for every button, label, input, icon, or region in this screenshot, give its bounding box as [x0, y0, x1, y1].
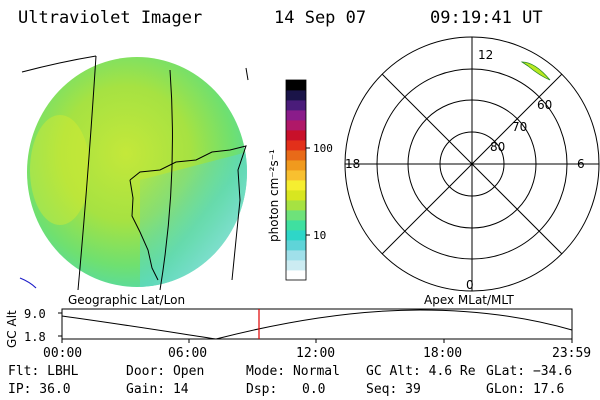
- geographic-map: [19, 55, 249, 291]
- colorbar-swatch: [286, 120, 306, 131]
- polar-auroral-patch: [520, 61, 551, 81]
- status-panel: Flt: LBHL Door: Open Mode: Normal GC Alt…: [0, 362, 600, 400]
- glon-status: GLon: 17.6: [486, 382, 565, 397]
- mlt-label-12: 12: [478, 48, 493, 62]
- terminator-line: [19, 277, 37, 289]
- colorbar-swatch: [286, 190, 306, 201]
- longitude-line-east: [159, 69, 173, 291]
- dsp-value: 0.0: [302, 382, 326, 397]
- seq-status: Seq: 39: [366, 382, 421, 397]
- mlat-label-70: 70: [512, 120, 527, 134]
- xtick-label-2359: 23:59: [552, 346, 591, 361]
- filter-status: Flt: LBHL: [8, 364, 79, 379]
- timeline-ylabel: GC Alt: [5, 310, 19, 348]
- time-label: 09:19:41 UT: [430, 8, 543, 28]
- colorbar: 100 10 photon cm⁻²s⁻¹: [267, 79, 333, 281]
- edge-line: [245, 67, 249, 81]
- colorbar-label-10: 10: [313, 229, 326, 242]
- colorbar-swatch: [286, 160, 306, 171]
- xtick-label-06: 06:00: [168, 346, 207, 361]
- colorbar-swatch: [286, 200, 306, 211]
- coastline-south: [129, 179, 159, 281]
- colorbar-swatch: [286, 240, 306, 251]
- latitude-line: [21, 55, 97, 73]
- colorbar-swatch: [286, 110, 306, 121]
- polar-diagonal-2: [381, 73, 563, 255]
- colorbar-swatch: [286, 180, 306, 191]
- door-status: Door: Open: [126, 364, 205, 379]
- bright-patch: [30, 115, 90, 225]
- instrument-title: Ultraviolet Imager: [18, 8, 203, 28]
- xtick-label-12: 12:00: [296, 346, 335, 361]
- altitude-curve: [61, 309, 573, 340]
- apex-caption: Apex MLat/MLT: [424, 293, 514, 307]
- xtick-label-18: 18:00: [423, 346, 462, 361]
- dsp-label: Dsp:: [246, 382, 278, 397]
- colorbar-swatch: [286, 80, 306, 91]
- gc-alt-status: GC Alt: 4.6 Re: [366, 364, 476, 379]
- polar-plot: [344, 36, 600, 292]
- colorbar-swatch: [286, 130, 306, 141]
- mlat-label-60: 60: [537, 98, 552, 112]
- coastline: [129, 145, 247, 281]
- mlt-label-18: 18: [345, 157, 360, 171]
- ip-status: IP: 36.0: [8, 382, 71, 397]
- mlt-label-0: 0: [466, 278, 474, 292]
- colorbar-swatch: [286, 230, 306, 241]
- colorbar-swatch: [286, 100, 306, 111]
- date-label: 14 Sep 07: [274, 8, 367, 28]
- colorbar-swatch: [286, 140, 306, 151]
- colorbar-swatch: [286, 210, 306, 221]
- colorbar-swatch: [286, 220, 306, 231]
- colorbar-swatches: [286, 80, 306, 281]
- colorbar-swatch: [286, 170, 306, 181]
- colorbar-swatch: [286, 270, 306, 281]
- colorbar-unit-label: photon cm⁻²s⁻¹: [267, 149, 281, 242]
- ytick-label-1-8: 1.8: [24, 330, 46, 344]
- timeline-frame: [61, 308, 573, 340]
- mode-status: Mode: Normal: [246, 364, 340, 379]
- ytick-label-9: 9.0: [24, 307, 46, 321]
- colorbar-swatch: [286, 250, 306, 261]
- glat-status: GLat: −34.6: [486, 364, 573, 379]
- colorbar-swatch: [286, 260, 306, 271]
- geographic-caption: Geographic Lat/Lon: [68, 293, 185, 307]
- altitude-timeline: [58, 308, 573, 343]
- colorbar-frame: [285, 79, 307, 281]
- colorbar-swatch: [286, 150, 306, 161]
- xtick-label-00: 00:00: [43, 346, 82, 361]
- mlt-label-6: 6: [577, 157, 585, 171]
- mlat-label-80: 80: [490, 140, 505, 154]
- gain-status: Gain: 14: [126, 382, 189, 397]
- longitude-line-west: [77, 55, 97, 291]
- colorbar-swatch: [286, 90, 306, 101]
- colorbar-label-100: 100: [313, 142, 333, 155]
